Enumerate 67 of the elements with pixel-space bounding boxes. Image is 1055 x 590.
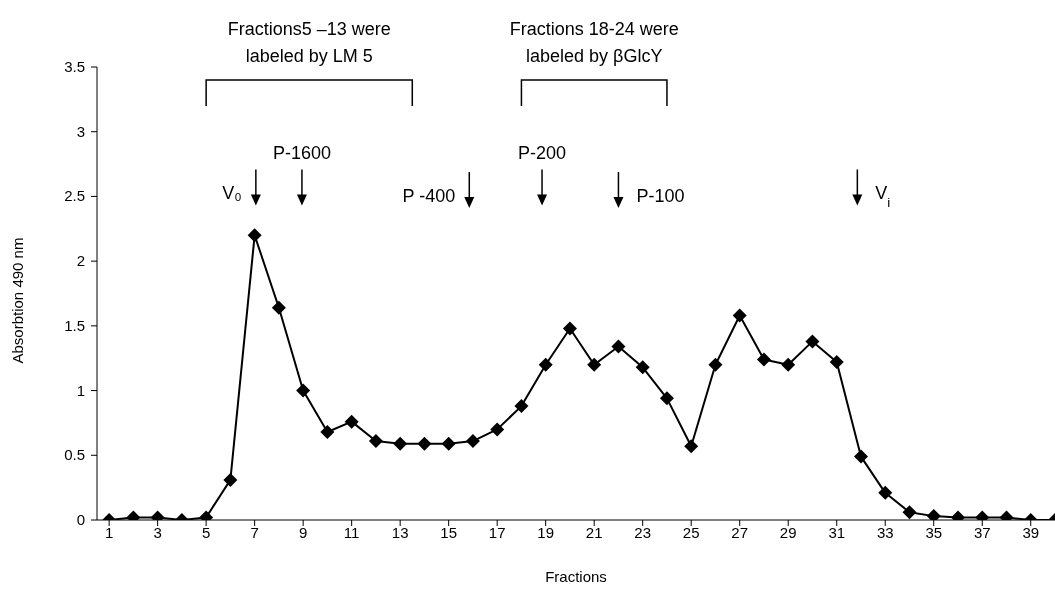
point [344, 414, 359, 429]
point [611, 339, 626, 354]
point [271, 300, 286, 315]
point [320, 424, 335, 439]
point [247, 228, 262, 243]
text: Fractions5 –13 were labeled by LM 5 [227, 19, 391, 66]
text: Fractions 18-24 were labeled by βGlcY [509, 19, 679, 66]
x-tick-label: 1 [104, 524, 114, 541]
point [684, 439, 699, 454]
y-tick-label: 3 [76, 122, 85, 140]
annotation: V$_{i}$ [875, 183, 891, 210]
point [514, 399, 529, 414]
x-tick-label: 5 [201, 524, 211, 541]
annotation: V₀ [222, 183, 242, 204]
x-tick-label: 17 [488, 524, 506, 541]
x-tick-label: 21 [585, 524, 603, 541]
point [223, 472, 238, 487]
point [878, 485, 893, 500]
x-tick-label: 33 [876, 524, 894, 541]
y-tick-label: 1.5 [64, 316, 85, 334]
point [732, 308, 747, 323]
x-tick-label: 37 [973, 524, 991, 541]
point [296, 383, 311, 398]
x-tick-label: 19 [537, 524, 555, 541]
point [417, 436, 432, 451]
x-tick-label: 3 [153, 524, 162, 541]
point [902, 505, 917, 520]
point [393, 436, 408, 451]
annotation: P-100 [636, 186, 685, 207]
x-tick-label: 7 [250, 524, 259, 541]
x-tick-label: 9 [298, 524, 308, 541]
x-tick-label: 23 [634, 524, 652, 541]
x-tick-label: 27 [731, 524, 749, 541]
point [368, 434, 383, 449]
point [562, 321, 577, 336]
x-tick-label: 31 [828, 524, 846, 541]
point [829, 355, 844, 370]
point [756, 352, 771, 367]
point [490, 422, 505, 437]
point [708, 357, 723, 372]
point [805, 334, 820, 349]
y-axis-title: Absorbtion 490 nm [9, 237, 27, 364]
point [781, 357, 796, 372]
x-axis-title: Fractions [545, 568, 607, 585]
y-tick-label: 2.5 [64, 187, 85, 205]
y-tick-label: 0 [76, 511, 85, 528]
y-tick-label: 3.5 [64, 58, 85, 75]
point [853, 449, 868, 464]
point [538, 357, 553, 372]
x-tick-label: 29 [779, 524, 797, 541]
y-tick-label: 2 [76, 252, 85, 270]
y-tick-label: 1 [76, 381, 85, 399]
point [441, 436, 456, 451]
point [635, 360, 650, 375]
point [465, 434, 480, 449]
y-tick-label: 0.5 [64, 446, 85, 464]
point [587, 357, 602, 372]
x-tick-label: 39 [1022, 524, 1040, 541]
annotation: P-200 [518, 143, 567, 164]
x-tick-label: 25 [682, 524, 700, 541]
x-tick-label: 11 [343, 524, 360, 541]
point [659, 391, 674, 406]
x-tick-label: 15 [440, 524, 458, 541]
annotation: P-1600 [272, 143, 331, 164]
annotation: P -400 [402, 186, 456, 207]
x-tick-label: 13 [391, 524, 409, 541]
x-tick-label: 35 [925, 524, 943, 541]
